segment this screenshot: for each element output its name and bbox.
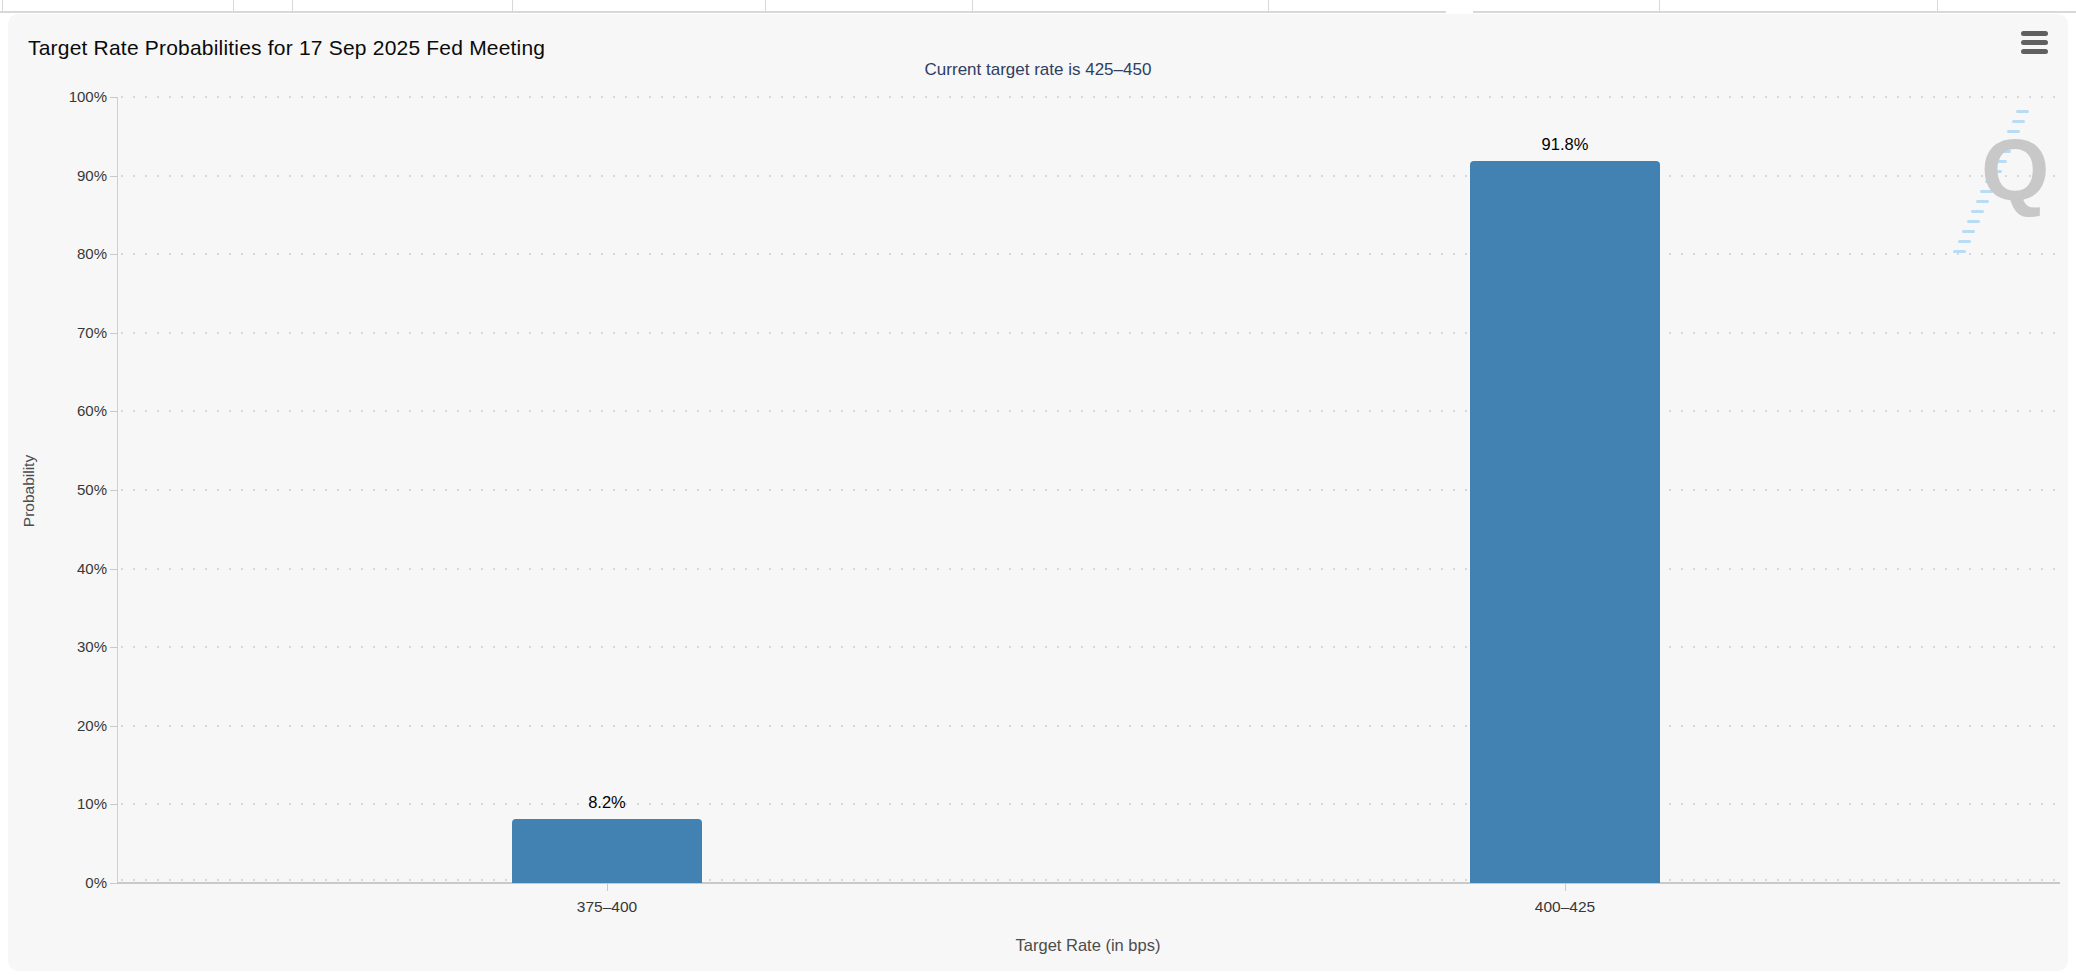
- table-edge-divider: [512, 0, 513, 11]
- fedwatch-chart-screen: Target Rate Probabilities for 17 Sep 202…: [0, 0, 2076, 978]
- y-axis-tick: [110, 333, 117, 334]
- y-gridline: [121, 879, 2060, 881]
- bar-value-label: 8.2%: [547, 792, 667, 812]
- x-category-label: 400–425: [1485, 898, 1645, 916]
- probability-bar[interactable]: [512, 819, 702, 883]
- y-gridline: [121, 803, 2060, 805]
- hamburger-icon: [2021, 40, 2048, 45]
- table-edge-divider: [1659, 0, 1660, 11]
- watermark-stripe: [1958, 240, 1971, 243]
- chart-panel: Target Rate Probabilities for 17 Sep 202…: [8, 14, 2068, 971]
- y-gridline: [121, 253, 2060, 255]
- table-edge-divider: [1937, 0, 1938, 11]
- y-axis-line: [117, 97, 118, 883]
- y-axis-label: 40%: [27, 560, 107, 578]
- y-axis-tick: [110, 97, 117, 98]
- y-axis-tick: [110, 254, 117, 255]
- y-axis-label: 50%: [27, 481, 107, 499]
- watermark-stripe: [1962, 230, 1975, 233]
- y-axis-tick: [110, 883, 117, 884]
- y-axis-tick: [110, 804, 117, 805]
- table-edge-right-section: [1473, 0, 2076, 13]
- y-gridline: [121, 332, 2060, 334]
- x-axis-tick: [607, 884, 608, 891]
- y-axis-tick: [110, 726, 117, 727]
- hamburger-icon: [2021, 49, 2048, 54]
- watermark-q-letter: Q: [1981, 126, 2049, 214]
- chart-title: Target Rate Probabilities for 17 Sep 202…: [28, 36, 545, 60]
- table-edge-divider: [972, 0, 973, 11]
- y-axis-label: 30%: [27, 638, 107, 656]
- x-category-label: 375–400: [527, 898, 687, 916]
- watermark-stripe: [1953, 250, 1966, 253]
- y-axis-label: 60%: [27, 402, 107, 420]
- table-edge-divider: [233, 0, 234, 11]
- y-axis-label: 90%: [27, 167, 107, 185]
- y-axis-tick: [110, 490, 117, 491]
- table-edge-divider: [765, 0, 766, 11]
- watermark-stripe: [2016, 110, 2029, 113]
- table-edge-left-section: [0, 0, 1446, 13]
- y-axis-label: 20%: [27, 717, 107, 735]
- probability-bar[interactable]: [1470, 161, 1660, 883]
- x-axis-title: Target Rate (in bps): [888, 936, 1288, 955]
- y-gridline: [121, 646, 2060, 648]
- bar-value-label: 91.8%: [1505, 134, 1625, 154]
- y-gridline: [121, 725, 2060, 727]
- y-axis-label: 10%: [27, 795, 107, 813]
- y-gridline: [121, 489, 2060, 491]
- y-axis-tick: [110, 647, 117, 648]
- x-axis-line: [117, 882, 2060, 884]
- y-axis-label: 80%: [27, 245, 107, 263]
- table-edge-divider: [1268, 0, 1269, 11]
- y-gridline: [121, 410, 2060, 412]
- y-axis-tick: [110, 176, 117, 177]
- y-axis-label: 70%: [27, 324, 107, 342]
- y-gridline: [121, 175, 2060, 177]
- hamburger-icon: [2021, 31, 2048, 36]
- y-gridline: [121, 568, 2060, 570]
- y-axis-tick: [110, 411, 117, 412]
- chart-subtitle: Current target rate is 425–450: [8, 60, 2068, 80]
- y-axis-tick: [110, 569, 117, 570]
- table-edge-divider: [2, 0, 3, 11]
- watermark-stripe: [1967, 220, 1980, 223]
- chart-context-menu-button[interactable]: [2011, 22, 2057, 62]
- table-edge-divider: [292, 0, 293, 11]
- y-gridline: [121, 96, 2060, 98]
- y-axis-label: 0%: [27, 874, 107, 892]
- y-axis-label: 100%: [27, 88, 107, 106]
- x-axis-tick: [1565, 884, 1566, 891]
